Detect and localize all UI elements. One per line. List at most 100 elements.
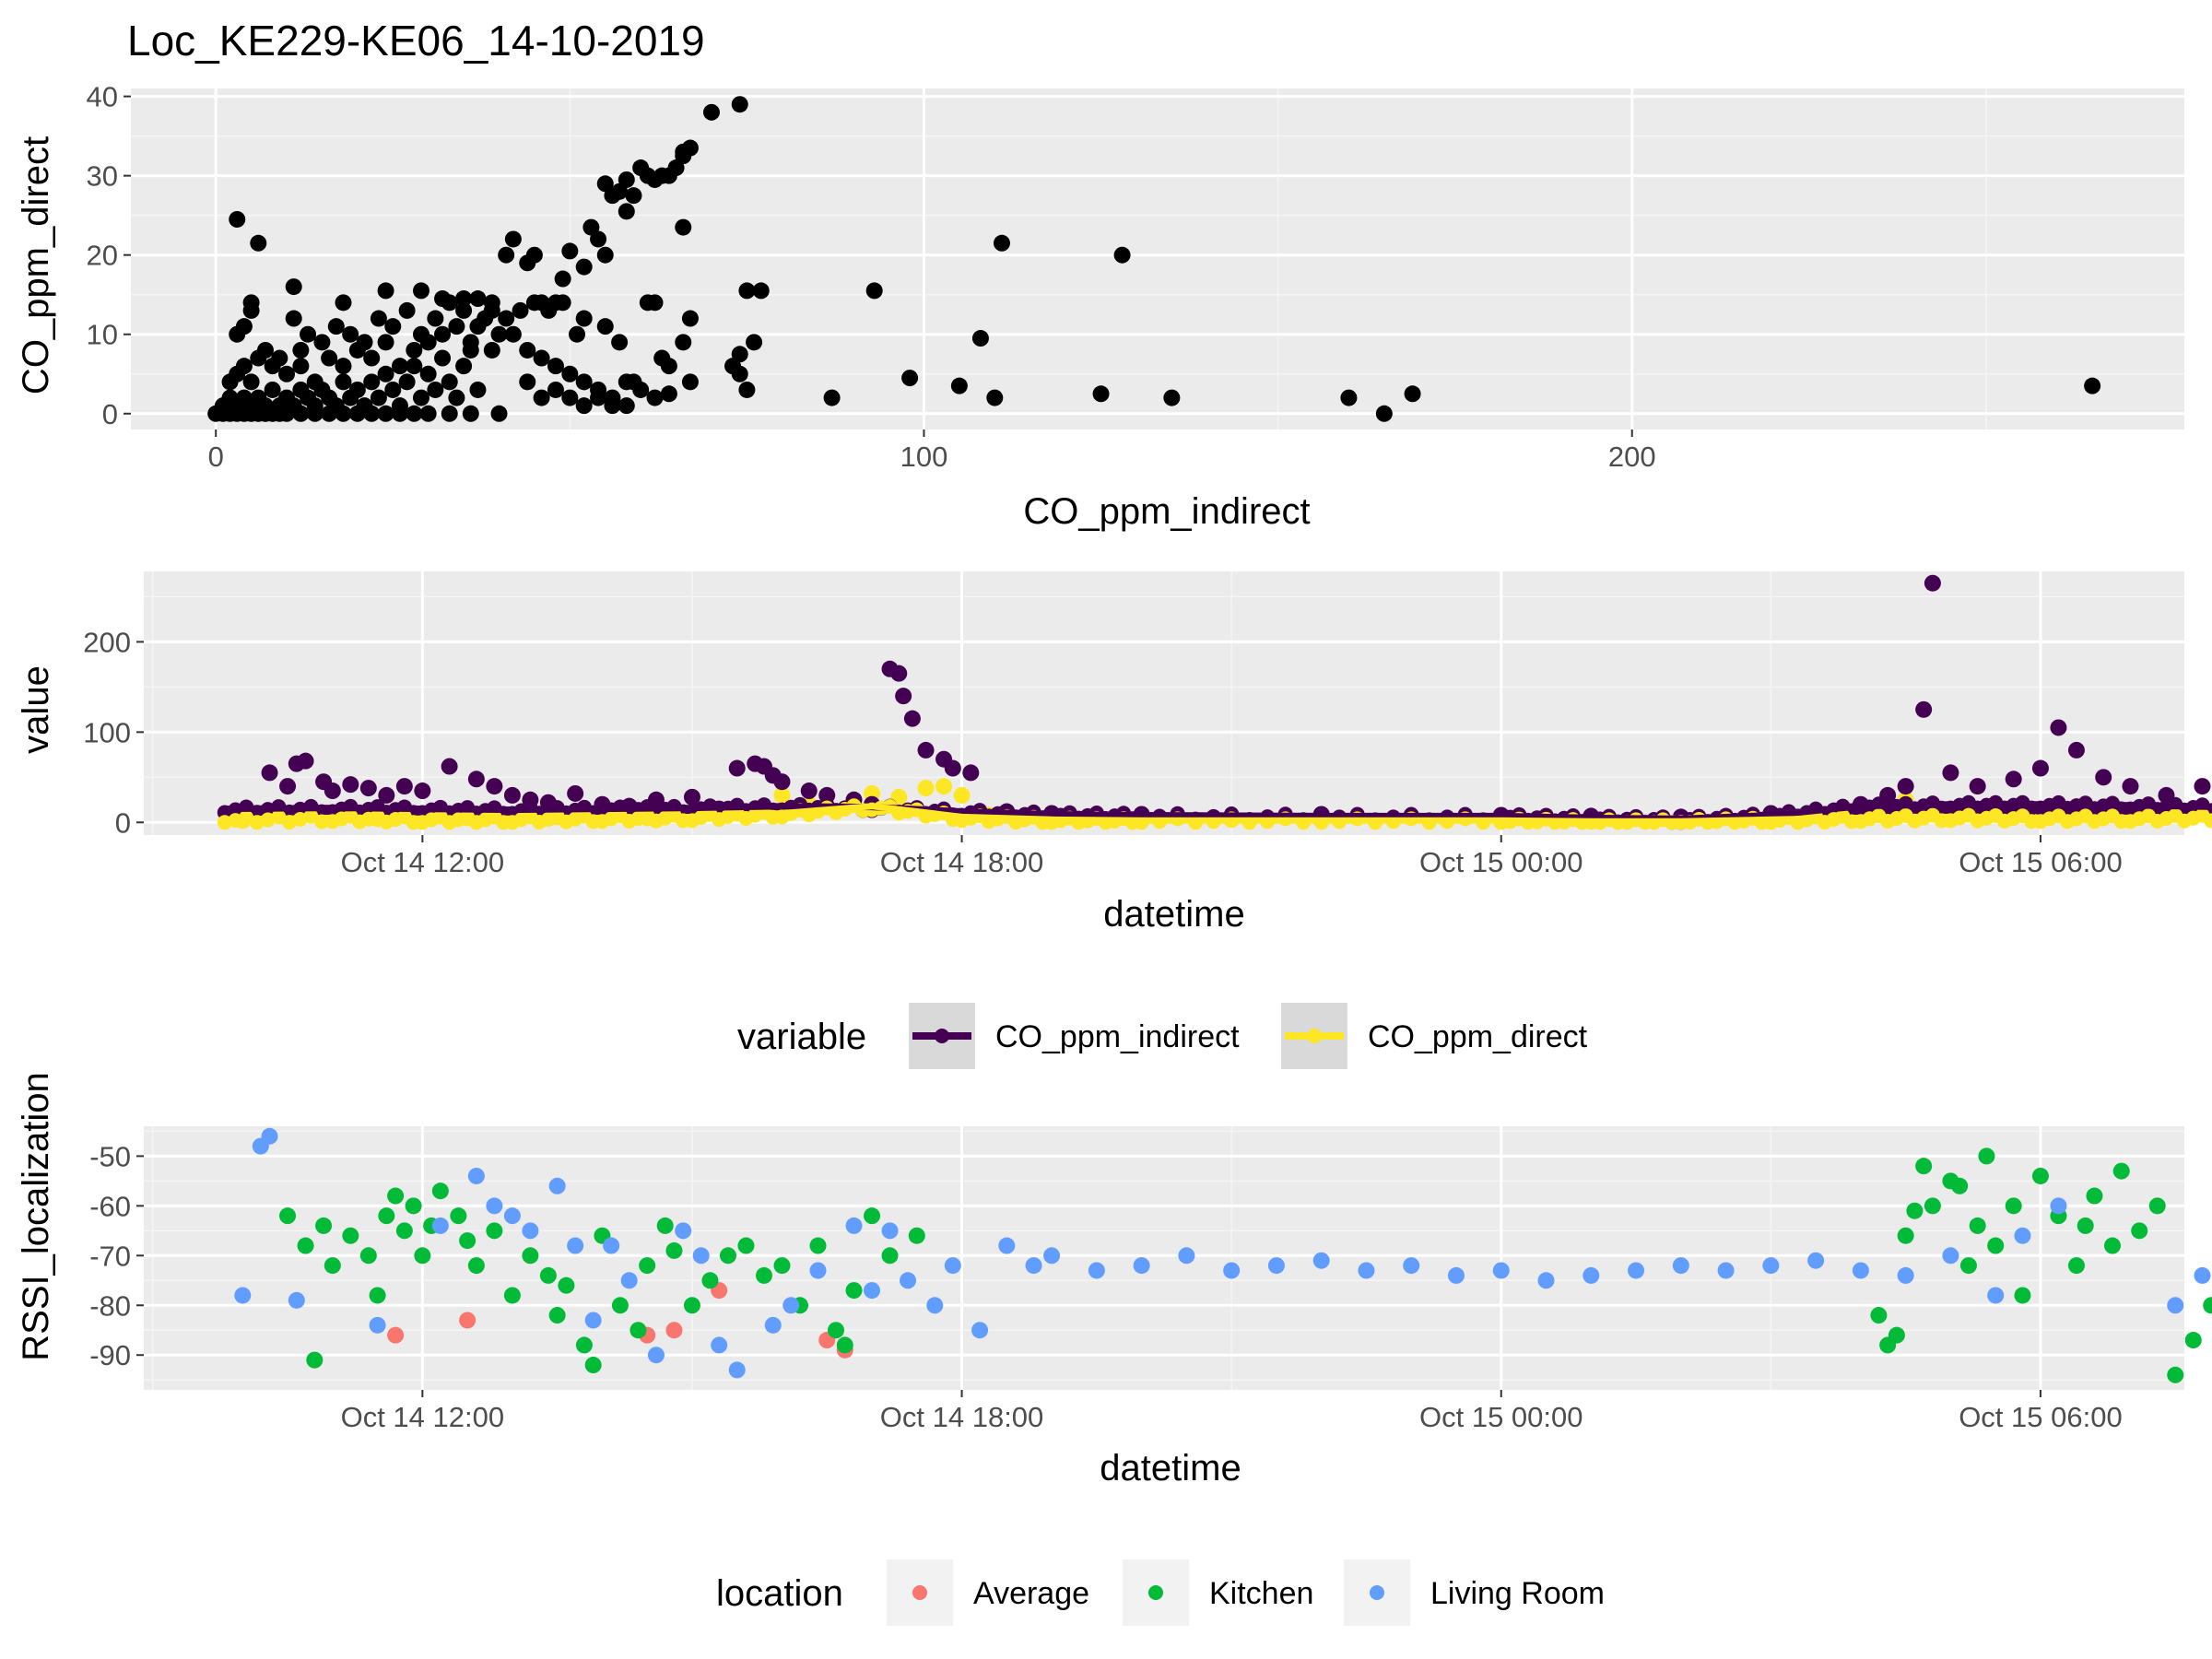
data-point-Kitchen: [845, 1282, 863, 1300]
data-point-CO_ppm_indirect: [324, 782, 341, 800]
data-point-Living Room: [692, 1247, 710, 1265]
data-point-Average: [665, 1322, 683, 1339]
data-point-Living Room: [728, 1361, 746, 1379]
data-point-Living Room: [522, 1222, 539, 1240]
data-point: [327, 397, 345, 415]
panel-2-x-tick-label: Oct 14 12:00: [341, 1401, 505, 1433]
data-point: [406, 405, 423, 422]
data-point: [412, 325, 429, 343]
legend-label-living-room: Living Room: [1430, 1576, 1605, 1611]
data-point-Kitchen: [1987, 1237, 2005, 1254]
data-point: [731, 96, 748, 113]
panel-0-y-tick-label: 20: [87, 240, 118, 272]
data-point-Living Room: [782, 1297, 800, 1314]
data-point: [632, 159, 650, 177]
data-point-CO_ppm_indirect: [261, 764, 278, 782]
panel-2-plot-area: [144, 1126, 2184, 1390]
data-point: [363, 373, 381, 391]
data-point-CO_ppm_indirect: [378, 786, 395, 804]
data-point: [321, 349, 338, 367]
data-point: [335, 358, 352, 375]
data-point-CO_ppm_indirect: [2031, 759, 2049, 777]
data-point-Average: [459, 1312, 477, 1329]
data-point: [377, 282, 394, 300]
data-point-Kitchen: [1978, 1147, 1995, 1165]
data-point: [865, 282, 883, 300]
data-point: [306, 397, 324, 415]
data-point-Kitchen: [467, 1257, 485, 1275]
data-point-CO_ppm_direct: [953, 786, 971, 804]
data-point: [306, 373, 324, 391]
data-point: [412, 389, 429, 406]
data-point: [285, 310, 302, 327]
panel-0-x-tick-label: 0: [208, 441, 224, 473]
panel-1-legend: variable CO_ppm_indirect CO_ppm_direct: [737, 1003, 1588, 1069]
data-point: [455, 358, 473, 375]
data-point-Kitchen: [450, 1207, 467, 1225]
panel-0-y-tick-label: 10: [87, 319, 118, 351]
data-point-CO_ppm_indirect: [2194, 778, 2211, 795]
data-point: [752, 282, 770, 300]
data-point: [1340, 389, 1358, 406]
data-point: [660, 385, 677, 403]
panel-1-background: [144, 571, 2184, 835]
data-point-Living Room: [1762, 1257, 1780, 1275]
data-point-Kitchen: [836, 1336, 853, 1354]
data-point-Kitchen: [2005, 1197, 2022, 1215]
data-point: [702, 103, 720, 121]
data-point-Living Room: [1223, 1262, 1241, 1279]
data-point: [377, 405, 394, 422]
data-point-Living Room: [647, 1347, 665, 1364]
data-point: [731, 365, 748, 382]
data-point: [455, 301, 473, 319]
data-point-CO_ppm_direct: [935, 778, 953, 795]
data-point: [618, 171, 635, 188]
data-point-Kitchen: [1906, 1202, 1924, 1219]
data-point-Living Room: [1025, 1257, 1042, 1275]
data-point: [547, 358, 564, 375]
data-point-Kitchen: [737, 1237, 755, 1254]
data-point: [533, 389, 550, 406]
data-point-Kitchen: [279, 1207, 297, 1225]
series-Kitchen: [279, 1147, 2212, 1383]
data-point-Living Room: [288, 1291, 305, 1309]
data-point-Kitchen: [809, 1237, 827, 1254]
data-point-Living Room: [1133, 1257, 1150, 1275]
data-point-Living Room: [548, 1177, 566, 1194]
data-point-CO_ppm_indirect: [297, 752, 314, 770]
data-point-Living Room: [603, 1237, 620, 1254]
data-point: [498, 310, 515, 327]
panel-1-plot-area: [144, 571, 2184, 835]
data-point-Kitchen: [656, 1217, 674, 1234]
data-point-Kitchen: [297, 1237, 314, 1254]
data-point-CO_ppm_indirect: [342, 776, 359, 794]
panel-0-xlabel: CO_ppm_indirect: [1023, 491, 1310, 532]
data-point-Kitchen: [2148, 1197, 2166, 1215]
legend-label-kitchen: Kitchen: [1209, 1576, 1313, 1611]
data-point-Living Room: [431, 1217, 449, 1234]
data-point: [398, 301, 416, 319]
data-point-Kitchen: [369, 1287, 386, 1304]
data-point-CO_ppm_indirect: [441, 758, 458, 775]
panel-2-y-tick-label: -80: [89, 1289, 131, 1322]
panel-2-y-tick-label: -50: [89, 1140, 131, 1172]
data-point-Living Room: [503, 1207, 521, 1225]
data-point: [448, 389, 465, 406]
data-point-CO_ppm_indirect: [486, 778, 503, 795]
data-point-Kitchen: [1897, 1227, 1914, 1244]
data-point-Kitchen: [2067, 1257, 2085, 1275]
data-point-CO_ppm_indirect: [944, 759, 961, 777]
data-point-CO_ppm_indirect: [895, 688, 912, 705]
data-point-Kitchen: [575, 1336, 593, 1354]
data-point-Kitchen: [1915, 1158, 1933, 1175]
panel-2-x-tick-label: Oct 14 18:00: [880, 1401, 1044, 1433]
panel-1-x-tick-label: Oct 15 06:00: [1959, 846, 2123, 878]
data-point: [596, 318, 614, 335]
data-point-CO_ppm_indirect: [359, 780, 377, 797]
data-point-Living Room: [486, 1197, 503, 1215]
panel-0-x-tick-label: 100: [900, 441, 948, 473]
data-point-Kitchen: [881, 1247, 899, 1265]
data-point-Living Room: [864, 1282, 881, 1300]
data-point: [448, 318, 465, 335]
data-point-Kitchen: [683, 1297, 700, 1314]
